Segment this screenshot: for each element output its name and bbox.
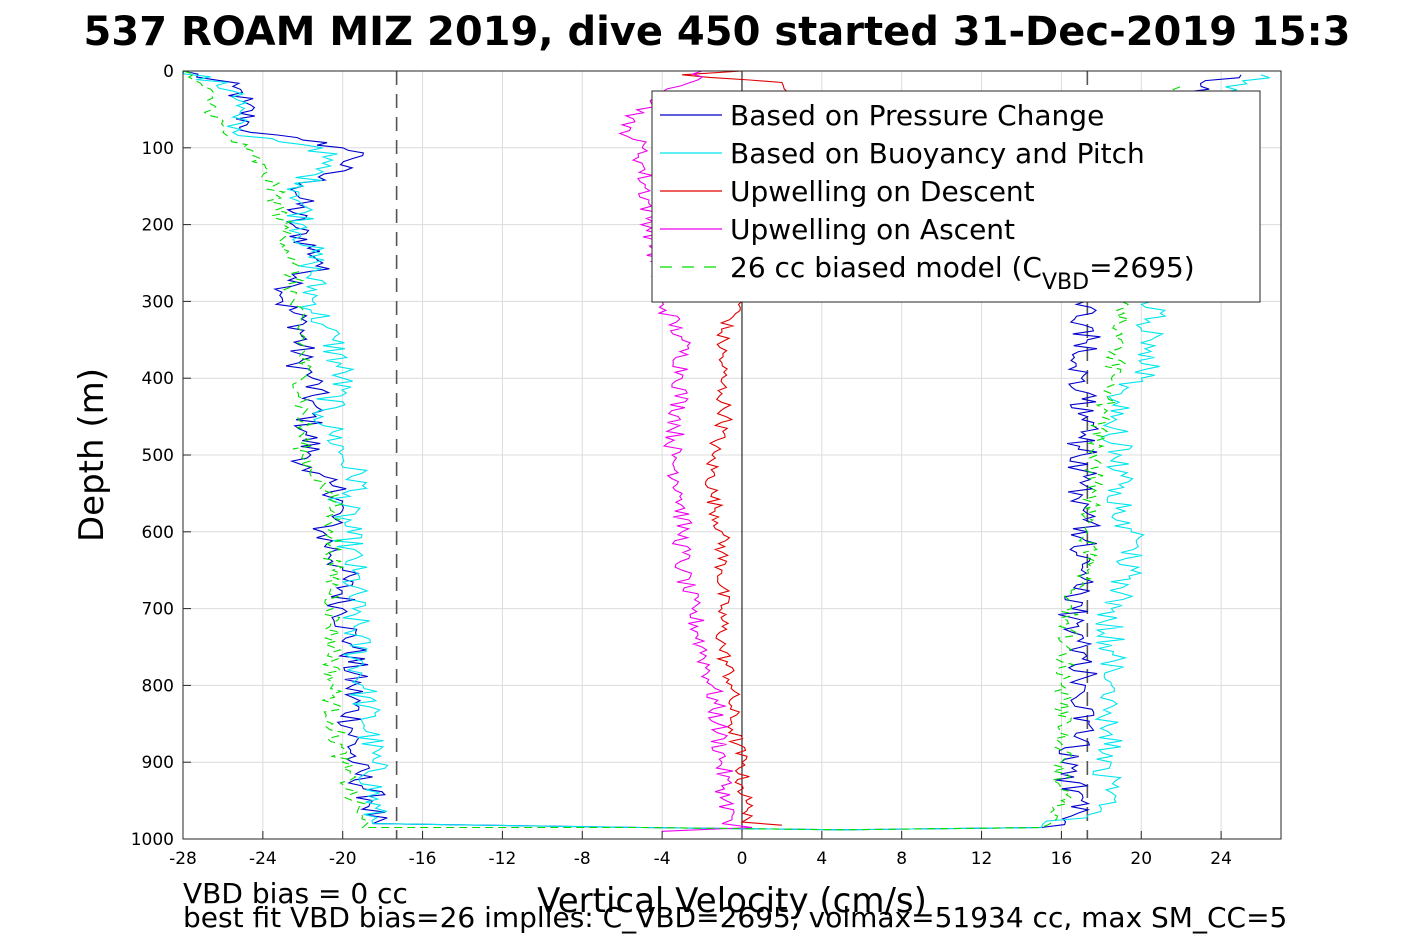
legend-label-main: Based on Pressure Change — [730, 99, 1104, 132]
y-tick-label: 100 — [142, 139, 174, 159]
x-tick-label: 20 — [1130, 849, 1152, 869]
y-tick-label: 600 — [142, 523, 174, 543]
y-tick-label: 300 — [142, 292, 174, 312]
legend-label-main: Based on Buoyancy and Pitch — [730, 137, 1145, 170]
x-tick-label: -8 — [574, 849, 591, 869]
footer-best-fit: best fit VBD bias=26 implies: C_VBD=2695… — [183, 901, 1288, 934]
legend-label: Upwelling on Ascent — [730, 213, 1015, 246]
legend-box — [651, 90, 1261, 303]
y-tick-label: 1000 — [131, 830, 174, 850]
x-tick-label: -16 — [409, 849, 437, 869]
x-tick-label: -4 — [654, 849, 671, 869]
legend-label: 26 cc biased model (CVBD=2695) — [730, 251, 1195, 295]
chart-title: 537 ROAM MIZ 2019, dive 450 started 31-D… — [84, 9, 1351, 55]
legend-label-subscript: VBD — [1042, 270, 1089, 295]
x-tick-label: 8 — [896, 849, 907, 869]
legend-label-main: Upwelling on Ascent — [730, 213, 1015, 246]
x-tick-label: 12 — [971, 849, 993, 869]
legend-label-main: Upwelling on Descent — [730, 175, 1035, 208]
footer-vbd-bias: VBD bias = 0 cc — [183, 877, 408, 910]
y-tick-label: 500 — [142, 446, 174, 466]
y-axis-label: Depth (m) — [72, 368, 112, 542]
legend-label: Upwelling on Descent — [730, 175, 1035, 208]
x-tick-label: -20 — [329, 849, 357, 869]
y-axis-ticks: 0 100 200 300 400 500 600 700 800 900 1000 — [131, 62, 191, 850]
legend-label-main: 26 cc biased model (C — [730, 251, 1042, 284]
x-tick-label: -12 — [489, 849, 517, 869]
x-tick-label: 16 — [1051, 849, 1073, 869]
x-tick-label: -24 — [249, 849, 277, 869]
y-tick-label: 900 — [142, 753, 174, 773]
x-tick-label: 24 — [1210, 849, 1232, 869]
x-tick-label: 0 — [737, 849, 748, 869]
x-axis-ticks: -28 -24 -20 -16 -12 -8 -4 0 4 8 12 16 20 24 — [169, 831, 1232, 869]
legend-label: Based on Pressure Change — [730, 99, 1104, 132]
y-tick-label: 700 — [142, 600, 174, 620]
series-line — [182, 70, 1270, 831]
y-tick-label: 800 — [142, 676, 174, 696]
y-tick-label: 0 — [163, 62, 174, 82]
y-tick-label: 400 — [142, 369, 174, 389]
x-axis-label: Vertical Velocity (cm/s) — [537, 881, 927, 921]
x-tick-label: -28 — [169, 849, 197, 869]
x-tick-label: 4 — [816, 849, 827, 869]
series-line — [618, 70, 753, 832]
legend: Based on Pressure Change Based on Buoyanc… — [651, 90, 1261, 303]
y-tick-label: 200 — [142, 216, 174, 236]
legend-label-suffix: =2695) — [1089, 251, 1195, 284]
legend-label: Based on Buoyancy and Pitch — [730, 137, 1145, 170]
series-line — [182, 70, 1182, 831]
